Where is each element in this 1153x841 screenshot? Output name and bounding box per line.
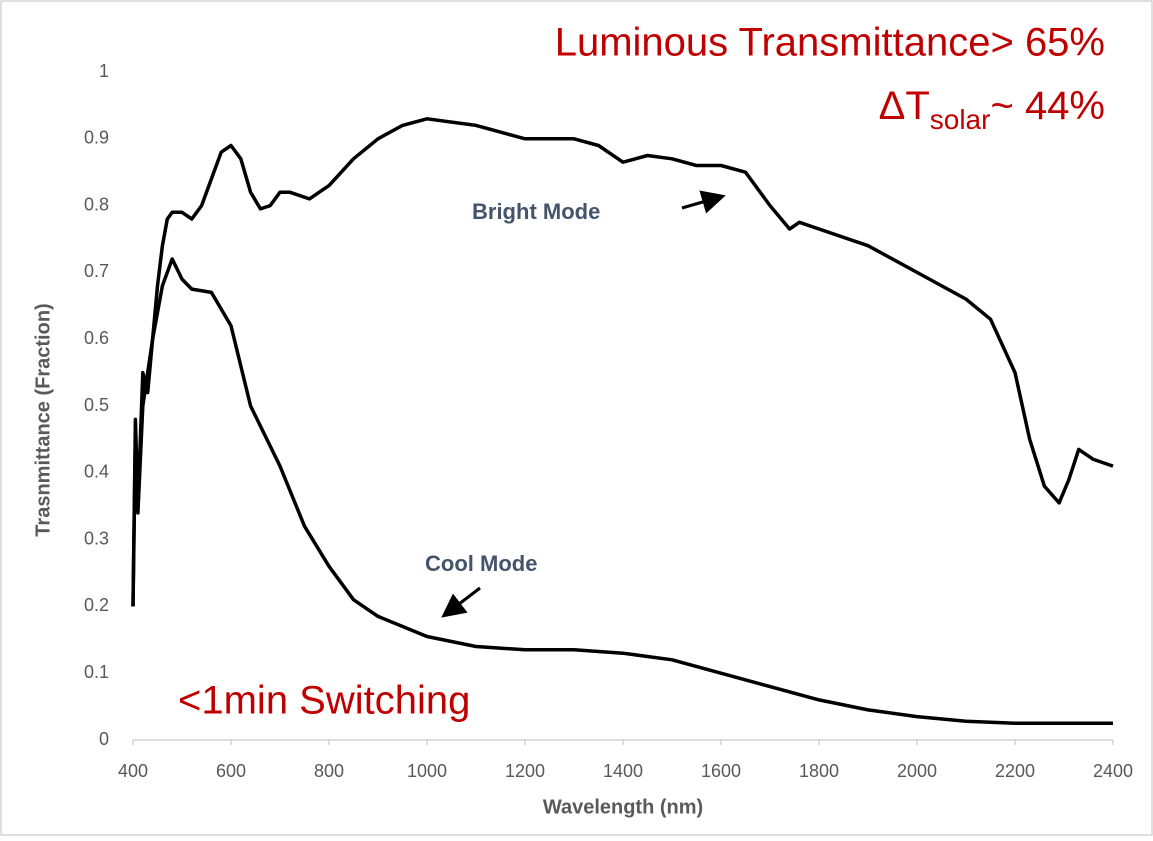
x-tick-label: 2000	[897, 761, 937, 781]
annotation: Luminous Transmittance> 65%	[555, 21, 1105, 65]
x-tick-label: 1600	[701, 761, 741, 781]
x-tick-label: 1800	[799, 761, 839, 781]
y-tick-label: 0	[99, 729, 109, 749]
data-line	[131, 117, 1114, 607]
annotation: ΔTsolar~ 44%	[879, 84, 1105, 136]
annotation-part: ~ 44%	[990, 84, 1105, 128]
x-tick-label: 2400	[1093, 761, 1133, 781]
x-tick-label: 400	[118, 761, 148, 781]
y-tick-label: 0.5	[84, 395, 109, 415]
annotation-part: ΔT	[879, 84, 930, 128]
y-tick-label: 0.1	[84, 662, 109, 682]
x-tick-label: 1400	[603, 761, 643, 781]
annotation-part: solar	[930, 104, 991, 135]
annotation: <1min Switching	[178, 679, 470, 723]
arrow	[441, 586, 481, 618]
x-tick-label: 1200	[505, 761, 545, 781]
y-tick-label: 1	[99, 61, 109, 81]
x-tick-label: 600	[216, 761, 246, 781]
y-tick-label: 0.2	[84, 595, 109, 615]
y-tick-label: 0.9	[84, 128, 109, 148]
series-label: Cool Mode	[425, 551, 537, 576]
y-tick-label: 0.8	[84, 194, 109, 214]
x-axis-label: Wavelength (nm)	[543, 796, 703, 818]
x-tick-label: 800	[314, 761, 344, 781]
y-axis-label: Trasnmittance (Fraction)	[32, 303, 54, 536]
arrow	[681, 190, 726, 214]
y-tick-label: 0.7	[84, 261, 109, 281]
data-line	[131, 257, 1113, 726]
x-tick-label: 2200	[995, 761, 1035, 781]
y-tick-label: 0.6	[84, 328, 109, 348]
y-tick-label: 0.3	[84, 528, 109, 548]
series-label: Bright Mode	[472, 199, 600, 224]
y-tick-label: 0.4	[84, 462, 109, 482]
x-tick-label: 1000	[407, 761, 447, 781]
